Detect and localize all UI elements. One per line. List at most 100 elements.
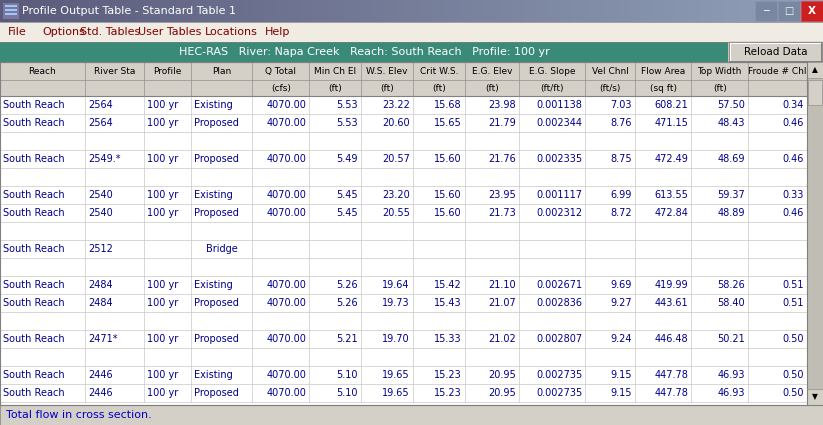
Bar: [767, 0, 768, 22]
Bar: [616, 0, 617, 22]
Bar: [96, 0, 97, 22]
Text: 2446: 2446: [88, 388, 113, 398]
Text: 9.15: 9.15: [610, 370, 632, 380]
Bar: [311, 0, 312, 22]
Bar: [383, 0, 384, 22]
Bar: [0, 384, 807, 402]
Text: South Reach: South Reach: [3, 118, 65, 128]
Bar: [807, 0, 808, 22]
Bar: [125, 0, 126, 22]
Bar: [223, 0, 224, 22]
Bar: [363, 0, 364, 22]
Bar: [564, 0, 565, 22]
Bar: [648, 0, 649, 22]
Bar: [444, 0, 445, 22]
Bar: [191, 0, 192, 22]
Bar: [477, 0, 478, 22]
Bar: [12, 0, 13, 22]
Bar: [512, 0, 513, 22]
Bar: [559, 0, 560, 22]
Bar: [764, 0, 765, 22]
Bar: [0, 405, 823, 425]
Bar: [22, 0, 23, 22]
Text: 0.46: 0.46: [783, 154, 804, 164]
Bar: [574, 0, 575, 22]
Bar: [30, 0, 31, 22]
Bar: [820, 0, 821, 22]
Bar: [683, 0, 684, 22]
Bar: [635, 0, 636, 22]
Bar: [743, 0, 744, 22]
Bar: [365, 0, 366, 22]
Bar: [277, 0, 278, 22]
Bar: [122, 0, 123, 22]
Bar: [681, 0, 682, 22]
Bar: [258, 0, 259, 22]
Bar: [570, 0, 571, 22]
Bar: [638, 0, 639, 22]
Bar: [678, 0, 679, 22]
Bar: [372, 0, 373, 22]
Bar: [479, 0, 480, 22]
Bar: [539, 0, 540, 22]
Text: 23.22: 23.22: [382, 100, 410, 110]
Bar: [415, 0, 416, 22]
Bar: [388, 0, 389, 22]
Bar: [54, 0, 55, 22]
Bar: [268, 0, 269, 22]
Bar: [414, 0, 415, 22]
Text: 0.46: 0.46: [783, 118, 804, 128]
Bar: [769, 0, 770, 22]
Text: 15.42: 15.42: [434, 280, 462, 290]
Bar: [507, 0, 508, 22]
Text: South Reach: South Reach: [3, 388, 65, 398]
Bar: [344, 0, 345, 22]
Bar: [347, 0, 348, 22]
Bar: [696, 0, 697, 22]
Bar: [368, 0, 369, 22]
Bar: [265, 0, 266, 22]
Bar: [583, 0, 584, 22]
Bar: [65, 0, 66, 22]
Bar: [573, 0, 574, 22]
Bar: [393, 0, 394, 22]
Text: 5.49: 5.49: [337, 154, 358, 164]
Bar: [483, 0, 484, 22]
Bar: [773, 0, 774, 22]
Bar: [49, 0, 50, 22]
Bar: [103, 0, 104, 22]
Bar: [0, 240, 807, 258]
Bar: [504, 0, 505, 22]
Bar: [786, 0, 787, 22]
Bar: [79, 0, 80, 22]
Bar: [430, 0, 431, 22]
Bar: [803, 0, 804, 22]
Text: 5.45: 5.45: [337, 190, 358, 200]
Bar: [240, 0, 241, 22]
Text: 58.40: 58.40: [718, 298, 745, 308]
Bar: [336, 0, 337, 22]
Bar: [487, 0, 488, 22]
Bar: [403, 0, 404, 22]
Text: 46.93: 46.93: [718, 388, 745, 398]
Bar: [775, 0, 776, 22]
Bar: [657, 0, 658, 22]
Text: 15.33: 15.33: [435, 334, 462, 344]
Bar: [312, 0, 313, 22]
Bar: [160, 0, 161, 22]
Bar: [297, 0, 298, 22]
Bar: [278, 0, 279, 22]
Bar: [624, 0, 625, 22]
Bar: [510, 0, 511, 22]
Bar: [533, 0, 534, 22]
Text: 0.002335: 0.002335: [536, 154, 582, 164]
Text: Help: Help: [265, 27, 291, 37]
Bar: [557, 0, 558, 22]
Bar: [737, 0, 738, 22]
Bar: [212, 0, 213, 22]
Bar: [682, 0, 683, 22]
Bar: [110, 0, 111, 22]
Bar: [491, 0, 492, 22]
Bar: [781, 0, 782, 22]
Bar: [109, 0, 110, 22]
